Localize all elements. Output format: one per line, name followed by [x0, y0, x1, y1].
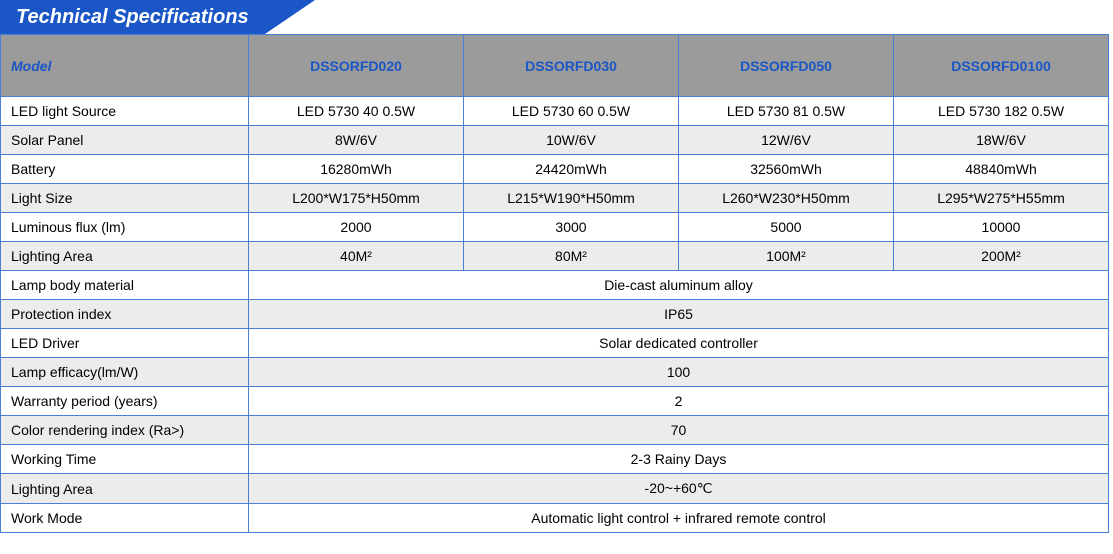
model-header: Model: [1, 35, 249, 97]
cell-value-merged: Solar dedicated controller: [249, 329, 1109, 358]
cell-value: 40M²: [249, 242, 464, 271]
title-text: Technical Specifications: [0, 0, 265, 34]
row-label: Lamp efficacy(lm/W): [1, 358, 249, 387]
model-col-3: DSSORFD0100: [894, 35, 1109, 97]
table-row: Lighting Area-20~+60℃: [1, 474, 1109, 504]
cell-value: 18W/6V: [894, 126, 1109, 155]
row-label: Protection index: [1, 300, 249, 329]
cell-value: 32560mWh: [679, 155, 894, 184]
cell-value-merged: 2-3 Rainy Days: [249, 445, 1109, 474]
cell-value-merged: 2: [249, 387, 1109, 416]
cell-value: 200M²: [894, 242, 1109, 271]
row-label: LED Driver: [1, 329, 249, 358]
spec-table: Model DSSORFD020 DSSORFD030 DSSORFD050 D…: [0, 34, 1109, 533]
cell-value-merged: Die-cast aluminum alloy: [249, 271, 1109, 300]
cell-value: L260*W230*H50mm: [679, 184, 894, 213]
cell-value: L200*W175*H50mm: [249, 184, 464, 213]
cell-value: 80M²: [464, 242, 679, 271]
cell-value: L295*W275*H55mm: [894, 184, 1109, 213]
row-label: Lighting Area: [1, 242, 249, 271]
title-bar: Technical Specifications: [0, 0, 1113, 34]
table-row: Solar Panel8W/6V10W/6V12W/6V18W/6V: [1, 126, 1109, 155]
cell-value: LED 5730 40 0.5W: [249, 97, 464, 126]
model-col-1: DSSORFD030: [464, 35, 679, 97]
table-row: Lamp efficacy(lm/W)100: [1, 358, 1109, 387]
row-label: Solar Panel: [1, 126, 249, 155]
row-label: Battery: [1, 155, 249, 184]
row-label: LED light Source: [1, 97, 249, 126]
cell-value: 12W/6V: [679, 126, 894, 155]
title-decoration: [265, 0, 315, 34]
cell-value: 10000: [894, 213, 1109, 242]
table-row: Working Time2-3 Rainy Days: [1, 445, 1109, 474]
cell-value: 8W/6V: [249, 126, 464, 155]
table-row: Color rendering index (Ra>)70: [1, 416, 1109, 445]
row-label: Lighting Area: [1, 474, 249, 504]
row-label: Lamp body material: [1, 271, 249, 300]
table-row: LED DriverSolar dedicated controller: [1, 329, 1109, 358]
cell-value: 48840mWh: [894, 155, 1109, 184]
cell-value: 24420mWh: [464, 155, 679, 184]
table-row: Light SizeL200*W175*H50mmL215*W190*H50mm…: [1, 184, 1109, 213]
cell-value-merged: IP65: [249, 300, 1109, 329]
cell-value-merged: -20~+60℃: [249, 474, 1109, 504]
table-row: LED light SourceLED 5730 40 0.5WLED 5730…: [1, 97, 1109, 126]
cell-value: LED 5730 182 0.5W: [894, 97, 1109, 126]
cell-value: 3000: [464, 213, 679, 242]
row-label: Warranty period (years): [1, 387, 249, 416]
cell-value: L215*W190*H50mm: [464, 184, 679, 213]
table-row: Warranty period (years)2: [1, 387, 1109, 416]
row-label: Luminous flux (lm): [1, 213, 249, 242]
table-row: Battery16280mWh24420mWh32560mWh48840mWh: [1, 155, 1109, 184]
cell-value: LED 5730 81 0.5W: [679, 97, 894, 126]
row-label: Work Mode: [1, 504, 249, 533]
cell-value: 10W/6V: [464, 126, 679, 155]
table-row: Work ModeAutomatic light control + infra…: [1, 504, 1109, 533]
cell-value: 2000: [249, 213, 464, 242]
cell-value-merged: 100: [249, 358, 1109, 387]
table-row: Lamp body materialDie-cast aluminum allo…: [1, 271, 1109, 300]
cell-value-merged: Automatic light control + infrared remot…: [249, 504, 1109, 533]
cell-value: LED 5730 60 0.5W: [464, 97, 679, 126]
cell-value: 16280mWh: [249, 155, 464, 184]
model-col-0: DSSORFD020: [249, 35, 464, 97]
table-row: Protection indexIP65: [1, 300, 1109, 329]
row-label: Working Time: [1, 445, 249, 474]
cell-value: 5000: [679, 213, 894, 242]
cell-value-merged: 70: [249, 416, 1109, 445]
row-label: Light Size: [1, 184, 249, 213]
cell-value: 100M²: [679, 242, 894, 271]
table-row: Luminous flux (lm)20003000500010000: [1, 213, 1109, 242]
header-row: Model DSSORFD020 DSSORFD030 DSSORFD050 D…: [1, 35, 1109, 97]
row-label: Color rendering index (Ra>): [1, 416, 249, 445]
table-row: Lighting Area40M²80M²100M²200M²: [1, 242, 1109, 271]
model-col-2: DSSORFD050: [679, 35, 894, 97]
